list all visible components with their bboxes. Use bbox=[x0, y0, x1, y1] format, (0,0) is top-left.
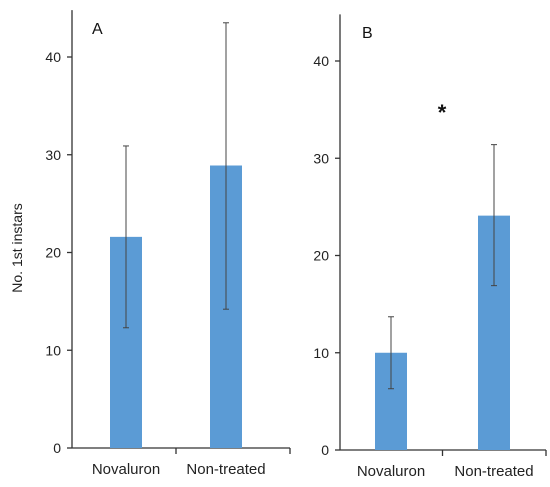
y-tick-label: 30 bbox=[45, 147, 61, 163]
y-tick-label: 20 bbox=[313, 248, 329, 264]
y-tick-label: 10 bbox=[313, 345, 329, 361]
significance-asterisk: * bbox=[438, 100, 447, 125]
y-tick-label: 0 bbox=[321, 442, 329, 458]
panel-b: B * 0 10 20 30 40 Novaluron Non-treated bbox=[313, 14, 547, 480]
x-category-label: Non-treated bbox=[454, 463, 533, 480]
y-tick-label: 40 bbox=[313, 53, 329, 69]
x-category-label: Novaluron bbox=[92, 461, 160, 478]
y-tick-label: 20 bbox=[45, 245, 61, 261]
y-axis-label: No. 1st instars bbox=[9, 203, 25, 292]
x-category-label: Novaluron bbox=[357, 463, 425, 480]
y-tick-label: 10 bbox=[45, 342, 61, 358]
y-tick-label: 30 bbox=[313, 150, 329, 166]
panel-a: No. 1st instars A 0 10 20 30 40 Novaluron Non-… bbox=[9, 10, 291, 478]
panel-a-label: A bbox=[92, 21, 103, 38]
y-tick-label: 0 bbox=[53, 440, 61, 456]
y-tick-label: 40 bbox=[45, 49, 61, 65]
x-category-label: Non-treated bbox=[186, 461, 265, 478]
panel-b-label: B bbox=[362, 25, 373, 42]
